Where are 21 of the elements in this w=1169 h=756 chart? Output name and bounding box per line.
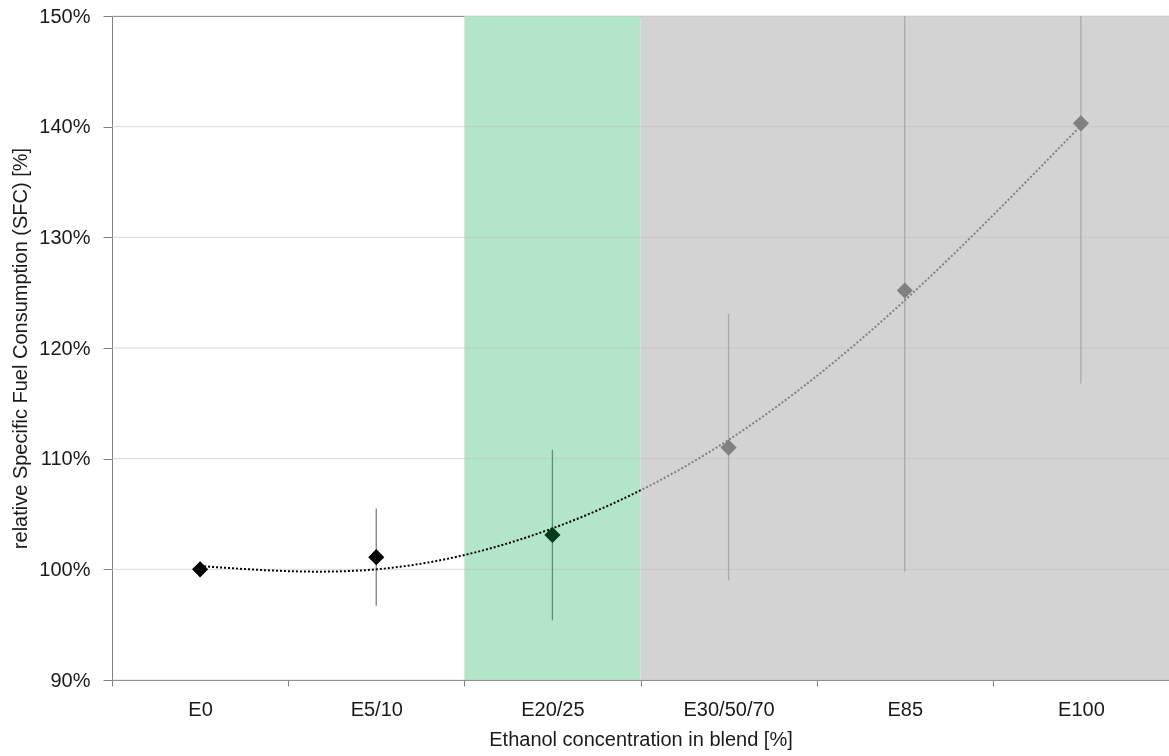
x-tick-label: E20/25 xyxy=(521,697,585,720)
y-tick-label: 150% xyxy=(39,4,91,27)
point xyxy=(192,561,209,578)
y-tick-label: 110% xyxy=(40,447,91,470)
x-tick-label: E0 xyxy=(188,697,213,720)
y-tick-label: 140% xyxy=(39,115,91,138)
x-axis-title: Ethanol concentration in blend [%] xyxy=(489,727,793,750)
x-tick-label: E100 xyxy=(1058,697,1105,720)
point xyxy=(1072,115,1089,132)
point xyxy=(368,549,385,566)
x-tick-label: E5/10 xyxy=(350,697,403,720)
y-tick-label: 100% xyxy=(39,557,91,580)
y-axis-title: relative Specific Fuel Consumption (SFC) [%] xyxy=(9,147,32,550)
x-tick-label: E85 xyxy=(887,697,924,720)
y-tick-label: 120% xyxy=(39,336,91,359)
point xyxy=(544,526,561,544)
point xyxy=(720,439,737,456)
x-tick-label: E30/50/70 xyxy=(683,697,775,720)
point xyxy=(896,282,913,299)
y-tick-label: 130% xyxy=(39,225,91,248)
y-tick-label: 90% xyxy=(50,668,91,691)
